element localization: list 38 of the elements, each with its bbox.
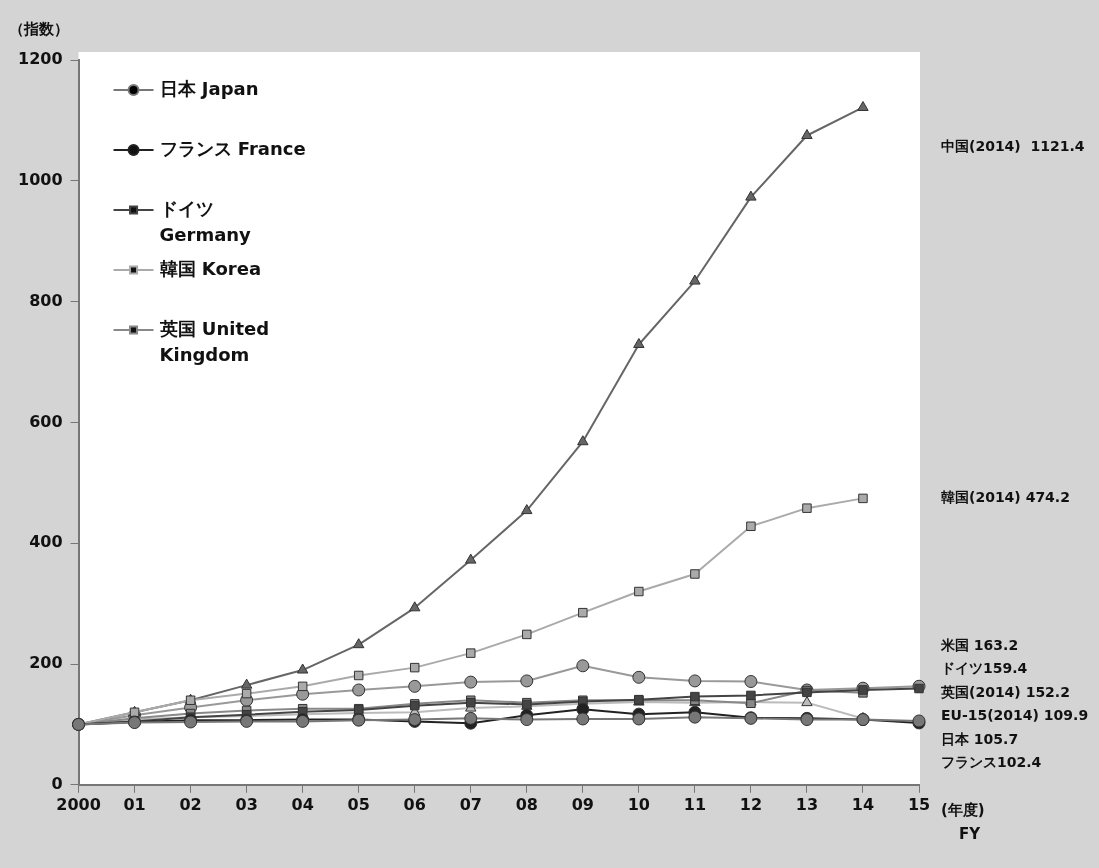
- text: 米国 163.2: [940, 636, 1019, 653]
- x-tick-label: 10: [627, 794, 650, 814]
- text: 中国(2014) 1121.4: [941, 138, 1085, 155]
- legend-label: 日本 Japan: [159, 77, 259, 99]
- x-tick-label: 03: [235, 794, 258, 814]
- y-axis-title: （指数）: [8, 19, 69, 38]
- x-tick-label: 06: [403, 794, 426, 814]
- x-tick-label: 14: [851, 794, 875, 814]
- x-tick-label: 02: [179, 794, 202, 814]
- text: 韓国(2014) 474.2: [941, 489, 1070, 506]
- text: 日本 105.7: [941, 730, 1019, 747]
- x-tick-label: 2000: [56, 794, 101, 814]
- text: ドイツ159.4: [941, 660, 1028, 677]
- x-tick-label: 07: [459, 794, 482, 814]
- x-tick-label: 11: [683, 794, 707, 814]
- x-tick-label: 05: [347, 794, 370, 814]
- y-tick-label: 200: [29, 653, 63, 673]
- y-tick-label: 1000: [18, 169, 63, 189]
- y-tick-label: 1200: [18, 49, 63, 69]
- x-tick-label: 13: [795, 794, 819, 814]
- text: フランス102.4: [941, 754, 1042, 771]
- x-axis-title: (年度) FY: [941, 800, 985, 843]
- x-tick-label: 08: [515, 794, 538, 814]
- legend-label: ドイツ Germany: [159, 197, 252, 245]
- x-tick-label: 04: [291, 794, 314, 814]
- text: 英国(2014) 152.2: [940, 683, 1070, 700]
- text: EU-15(2014) 109.9: [941, 707, 1089, 724]
- x-tick-label: 01: [123, 794, 146, 814]
- legend-label: 英国 United Kingdom: [158, 317, 270, 365]
- y-tick-label: 0: [51, 773, 63, 793]
- x-tick-label: 09: [571, 794, 594, 814]
- x-tick-label: 15: [907, 794, 931, 814]
- x-tick-label: 12: [739, 794, 763, 814]
- y-tick-label: 600: [29, 411, 63, 431]
- legend-label: フランス France: [159, 137, 306, 159]
- legend-label: 韓国 Korea: [159, 257, 262, 279]
- y-tick-label: 400: [29, 532, 63, 552]
- y-tick-label: 800: [29, 290, 63, 310]
